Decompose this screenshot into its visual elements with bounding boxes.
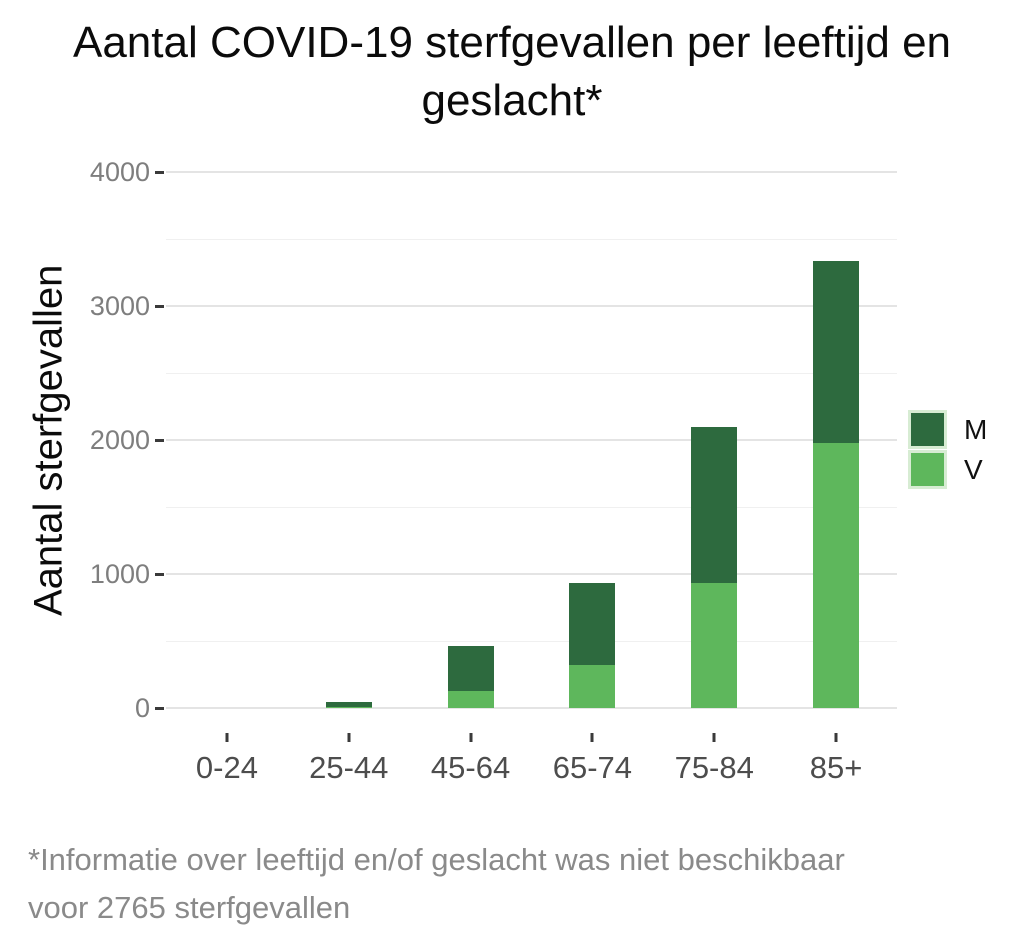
bar-75-84-segment-V	[691, 582, 738, 708]
footnote-line-2: voor 2765 sterfgevallen	[28, 890, 351, 925]
gridline-minor-1500	[166, 507, 897, 508]
bar-slot-75-84	[653, 150, 775, 730]
y-tick-label-2000: 2000	[89, 425, 150, 455]
bar-85+-segment-V	[813, 442, 860, 708]
bar-25-44-segment-V	[325, 706, 372, 708]
y-axis-ticks	[153, 150, 164, 730]
bar-45-64-segment-V	[447, 690, 494, 708]
x-slot-45-64: 45-64	[410, 730, 532, 800]
bar-65-74	[569, 583, 616, 708]
x-slot-85+: 85+	[775, 730, 897, 800]
bar-65-74-segment-V	[569, 665, 616, 708]
x-slot-0-24: 0-24	[166, 730, 288, 800]
y-tick-mark-4000	[155, 170, 164, 174]
gridline-major-0	[166, 707, 897, 709]
bar-75-84-segment-M	[691, 426, 738, 583]
chart-title-line-1: Aantal COVID-19 sterfgevallen per leefti…	[72, 18, 952, 67]
bar-65-74-segment-M	[569, 583, 616, 666]
y-tick-label-1000: 1000	[89, 559, 150, 589]
gridline-major-3000	[166, 305, 897, 307]
y-tick-mark-1000	[155, 572, 164, 576]
x-tick-mark-45-64	[469, 733, 473, 742]
gridline-major-2000	[166, 439, 897, 441]
bar-slot-25-44	[288, 150, 410, 730]
gridline-minor-2500	[166, 373, 897, 374]
gridline-major-4000	[166, 171, 897, 173]
bar-45-64	[447, 646, 494, 708]
y-tick-label-4000: 4000	[89, 157, 150, 187]
plot-panel	[166, 150, 897, 730]
bar-25-44	[325, 701, 372, 708]
bar-slot-0-24	[166, 150, 288, 730]
bar-slot-65-74	[531, 150, 653, 730]
bar-85+	[813, 261, 860, 708]
bars-layer	[166, 150, 897, 730]
y-tick-label-0: 0	[134, 693, 150, 723]
bar-25-44-segment-M	[325, 701, 372, 707]
bar-slot-85+	[775, 150, 897, 730]
x-slot-65-74: 65-74	[531, 730, 653, 800]
gridline-major-1000	[166, 573, 897, 575]
x-tick-mark-85+	[834, 733, 838, 742]
footnote: *Informatie over leeftijd en/of geslacht…	[28, 836, 845, 932]
x-tick-label-65-74: 65-74	[552, 750, 633, 785]
footnote-line-1: *Informatie over leeftijd en/of geslacht…	[28, 842, 845, 877]
y-tick-mark-3000	[155, 304, 164, 308]
x-tick-label-25-44: 25-44	[309, 750, 389, 785]
x-tick-mark-0-24	[225, 733, 229, 742]
legend-item-M: M	[908, 410, 987, 449]
y-tick-mark-2000	[155, 438, 164, 442]
gridline-minor-3500	[166, 239, 897, 240]
x-tick-label-0-24: 0-24	[195, 750, 258, 785]
x-slot-25-44: 25-44	[288, 730, 410, 800]
y-axis-labels: 0 1000 2000 3000 4000	[0, 150, 150, 730]
x-tick-mark-25-44	[347, 733, 351, 742]
x-slot-75-84: 75-84	[653, 730, 775, 800]
legend-label-V: V	[964, 453, 983, 485]
gridline-minor-500	[166, 641, 897, 642]
x-tick-label-85+: 85+	[809, 750, 863, 785]
legend-item-V: V	[908, 450, 987, 489]
legend-label-M: M	[964, 413, 988, 445]
legend-swatch-V	[908, 450, 947, 489]
x-tick-label-75-84: 75-84	[674, 750, 754, 785]
bar-75-84	[691, 426, 738, 708]
y-tick-label-3000: 3000	[89, 291, 150, 321]
chart-title: Aantal COVID-19 sterfgevallen per leefti…	[0, 14, 1024, 130]
x-tick-label-45-64: 45-64	[430, 750, 511, 785]
x-axis: 0-24 25-44 45-64 65-74 75-84 85+	[166, 730, 897, 800]
y-tick-mark-0	[155, 706, 164, 710]
x-tick-mark-75-84	[712, 733, 716, 742]
x-tick-mark-65-74	[590, 733, 594, 742]
bar-45-64-segment-M	[447, 646, 494, 691]
legend-swatch-M	[908, 410, 947, 449]
bar-slot-45-64	[410, 150, 532, 730]
bar-85+-segment-M	[813, 261, 860, 443]
chart-title-line-2: geslacht*	[421, 76, 603, 125]
